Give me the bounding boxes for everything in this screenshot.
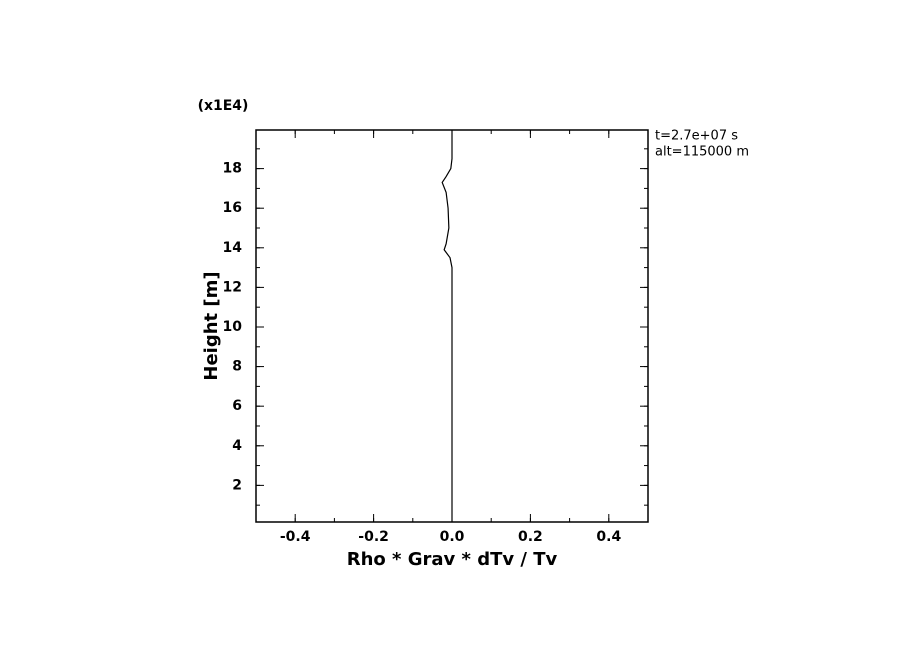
y-tick-label: 2: [232, 477, 242, 493]
y-tick-label: 8: [232, 359, 242, 375]
y-tick-label: 14: [223, 240, 243, 256]
y-tick-label: 4: [232, 438, 242, 454]
x-tick-label: -0.2: [358, 529, 389, 545]
x-axis-label: Rho * Grav * dTv / Tv: [347, 549, 558, 570]
x-tick-label: 0.0: [440, 529, 465, 545]
annotation: t=2.7e+07 s: [655, 129, 738, 144]
y-tick-label: 16: [223, 200, 242, 216]
x-tick-label: 0.4: [596, 529, 621, 545]
y-tick-label: 6: [232, 398, 242, 414]
annotation: alt=115000 m: [655, 145, 749, 160]
x-tick-label: -0.4: [280, 529, 311, 545]
y-tick-label: 10: [223, 319, 243, 335]
x-tick-label: 0.2: [518, 529, 543, 545]
y-axis-label: Height [m]: [201, 271, 222, 380]
y-scale-note: (x1E4): [198, 98, 249, 114]
y-tick-label: 12: [223, 279, 242, 295]
y-tick-label: 18: [223, 161, 242, 177]
data-line: [441, 130, 453, 522]
